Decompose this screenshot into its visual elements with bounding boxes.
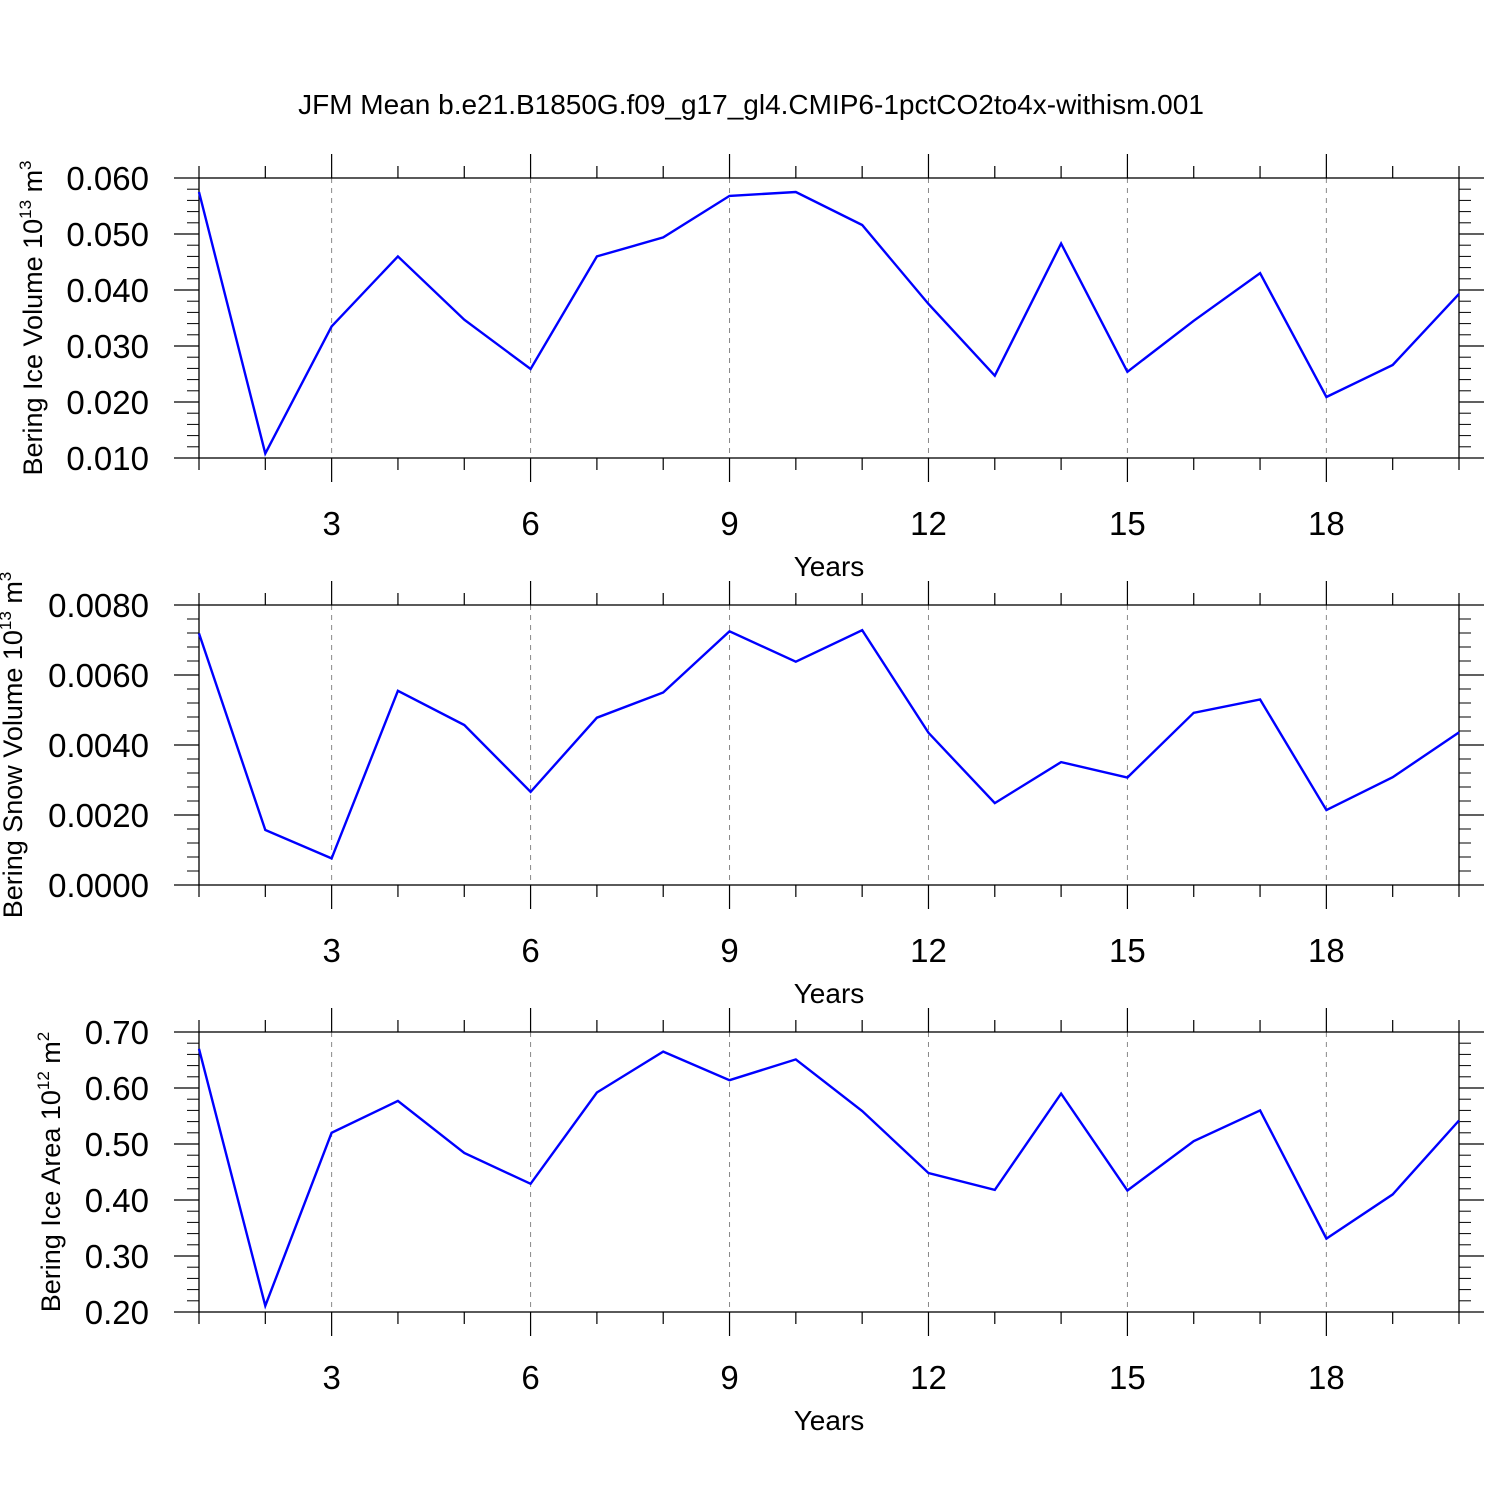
y-tick-label: 0.020 <box>66 384 149 421</box>
y-tick-label: 0.0040 <box>48 727 149 764</box>
x-tick-label: 18 <box>1308 932 1345 969</box>
y-tick-label: 0.0000 <box>48 867 149 904</box>
x-tick-label: 12 <box>910 932 947 969</box>
x-axis-label: Years <box>794 551 865 582</box>
x-tick-label: 3 <box>322 1359 340 1396</box>
x-tick-label: 3 <box>322 505 340 542</box>
series-line <box>197 190 1460 457</box>
x-tick-label: 12 <box>910 1359 947 1396</box>
y-tick-label: 0.0020 <box>48 797 149 834</box>
x-tick-label: 9 <box>720 932 738 969</box>
x-tick-label: 15 <box>1109 932 1146 969</box>
y-tick-label: 0.20 <box>85 1294 149 1331</box>
x-tick-label: 6 <box>521 505 539 542</box>
chart-panel-3: 3 6 9 12 15 18 Years 0.20 0.30 0.40 0.50 0.60 0.70 Be… <box>34 1008 1484 1436</box>
y-axis-label: Bering Snow Volume 1013 m3 <box>0 572 28 919</box>
y-tick-label: 0.060 <box>66 160 149 197</box>
y-tick-label: 0.0080 <box>48 587 149 624</box>
y-tick-label: 0.010 <box>66 440 149 477</box>
y-axis-label: Bering Ice Volume 1013 m3 <box>16 160 48 475</box>
series-line <box>197 1048 1460 1310</box>
x-tick-label: 3 <box>322 932 340 969</box>
y-tick-label: 0.50 <box>85 1126 149 1163</box>
x-tick-label: 15 <box>1109 1359 1146 1396</box>
x-tick-label: 18 <box>1308 505 1345 542</box>
x-tick-label: 6 <box>521 1359 539 1396</box>
x-tick-label: 6 <box>521 932 539 969</box>
x-axis-label: Years <box>794 1405 865 1436</box>
x-tick-label: 15 <box>1109 505 1146 542</box>
series-line <box>197 628 1460 860</box>
y-tick-label: 0.040 <box>66 272 149 309</box>
x-tick-label: 9 <box>720 1359 738 1396</box>
y-axis-label: Bering Ice Area 1012 m2 <box>34 1032 66 1313</box>
x-tick-label: 12 <box>910 505 947 542</box>
chart-panel-1: 3 6 9 12 15 18 Years 0.010 0.020 0.030 0.040 0.050 0… <box>16 154 1484 582</box>
y-tick-label: 0.40 <box>85 1182 149 1219</box>
plot-frame <box>198 1031 1460 1313</box>
plot-frame <box>198 177 1460 459</box>
x-axis-label: Years <box>794 978 865 1009</box>
chart-title: JFM Mean b.e21.B1850G.f09_g17_gl4.CMIP6-… <box>298 89 1204 120</box>
y-tick-label: 0.60 <box>85 1070 149 1107</box>
y-tick-label: 0.70 <box>85 1014 149 1051</box>
y-tick-label: 0.0060 <box>48 657 149 694</box>
y-tick-label: 0.30 <box>85 1238 149 1275</box>
chart-panel-2: 3 6 9 12 15 18 Years 0.0000 0.0020 0.0040 0.0060 0.… <box>0 572 1484 1009</box>
y-tick-label: 0.050 <box>66 216 149 253</box>
y-tick-label: 0.030 <box>66 328 149 365</box>
x-tick-label: 18 <box>1308 1359 1345 1396</box>
x-tick-label: 9 <box>720 505 738 542</box>
